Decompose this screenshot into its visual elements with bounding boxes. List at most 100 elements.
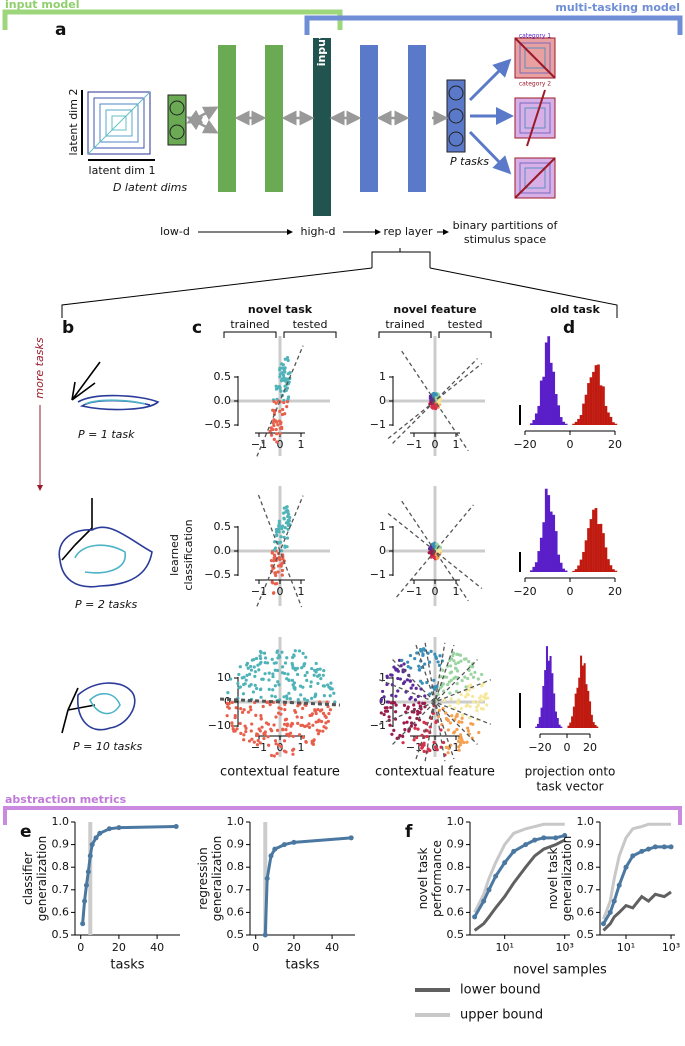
point xyxy=(422,741,426,745)
panel-label: d xyxy=(563,318,575,338)
y-tick-label: −0.5 xyxy=(204,418,231,431)
point xyxy=(304,655,308,659)
y-tick-label: 0.7 xyxy=(577,883,595,896)
point xyxy=(243,724,247,728)
point xyxy=(415,651,419,655)
point xyxy=(502,860,508,866)
label: contextual feature xyxy=(220,765,340,780)
point xyxy=(252,665,256,669)
point xyxy=(455,682,459,686)
point xyxy=(281,530,286,534)
point xyxy=(396,689,400,693)
point xyxy=(280,573,284,577)
point xyxy=(413,723,417,727)
hist-bar xyxy=(585,684,588,728)
legend-label: lower bound xyxy=(460,983,541,998)
point xyxy=(436,660,440,664)
point xyxy=(275,751,279,756)
point xyxy=(401,681,406,686)
point xyxy=(266,722,271,726)
point xyxy=(293,686,297,690)
point xyxy=(385,700,390,704)
trajectories xyxy=(58,361,160,734)
layer xyxy=(408,45,426,192)
hist-bar xyxy=(604,547,608,572)
hist-bar xyxy=(534,413,538,425)
point xyxy=(477,730,481,735)
point xyxy=(466,726,470,730)
point xyxy=(390,732,394,736)
hist-bar xyxy=(589,519,593,572)
x-tick-label: 1 xyxy=(298,585,305,598)
point xyxy=(437,708,441,712)
point xyxy=(93,835,99,841)
point xyxy=(265,661,270,665)
point xyxy=(273,540,277,544)
point xyxy=(275,728,280,733)
point xyxy=(418,679,423,683)
x-tick-label: −20 xyxy=(513,438,536,451)
point xyxy=(285,508,290,513)
point xyxy=(275,534,279,538)
point xyxy=(458,733,463,737)
point xyxy=(259,714,263,718)
point xyxy=(282,722,287,726)
x-tick-label: 20 xyxy=(287,941,301,954)
column-title: novel feature xyxy=(393,303,476,316)
x-tick-label: −20 xyxy=(513,585,536,598)
hist-bar xyxy=(582,403,585,425)
hist-bar xyxy=(578,677,581,728)
point xyxy=(259,695,263,699)
label: projection onto xyxy=(525,765,616,779)
point xyxy=(281,373,286,377)
y-axis-label: regressiongeneralization xyxy=(196,836,224,922)
point xyxy=(259,687,263,691)
point xyxy=(471,665,475,669)
y-tick-label: 0.9 xyxy=(52,838,70,851)
label: P = 2 tasks xyxy=(75,598,137,611)
point xyxy=(452,730,457,734)
point xyxy=(283,357,287,361)
point xyxy=(290,678,295,683)
hist-bar xyxy=(538,717,541,728)
point xyxy=(316,681,320,686)
point xyxy=(446,718,450,722)
point xyxy=(277,683,281,687)
multitask-bracket xyxy=(304,15,683,35)
point xyxy=(435,748,439,752)
point xyxy=(268,853,274,859)
y-tick-label: 0.0 xyxy=(214,544,232,557)
point xyxy=(274,715,278,719)
hist-bar xyxy=(589,377,593,425)
point xyxy=(406,665,410,669)
point xyxy=(277,653,281,657)
point xyxy=(562,833,568,839)
point xyxy=(291,666,295,670)
point xyxy=(466,729,470,733)
hist-bar xyxy=(552,371,556,425)
hist-bar xyxy=(557,554,561,572)
point xyxy=(326,719,330,723)
point xyxy=(310,666,314,671)
point xyxy=(388,723,392,727)
point xyxy=(292,747,296,751)
point xyxy=(416,727,420,731)
y-tick-label: 1 xyxy=(379,671,386,684)
point xyxy=(249,668,254,672)
label: contextual feature xyxy=(375,765,495,780)
hist-bar xyxy=(579,414,583,425)
point xyxy=(85,869,91,875)
point xyxy=(434,656,438,660)
point xyxy=(278,540,283,544)
x-tick-label: 1 xyxy=(298,438,305,451)
point xyxy=(469,672,473,676)
x-tick-label: 20 xyxy=(608,438,622,451)
point xyxy=(416,709,420,713)
point xyxy=(434,393,438,397)
point xyxy=(270,427,274,432)
label: P = 1 task xyxy=(78,428,135,441)
point xyxy=(450,714,454,718)
point xyxy=(285,724,289,728)
point xyxy=(282,511,286,515)
point xyxy=(471,675,476,679)
